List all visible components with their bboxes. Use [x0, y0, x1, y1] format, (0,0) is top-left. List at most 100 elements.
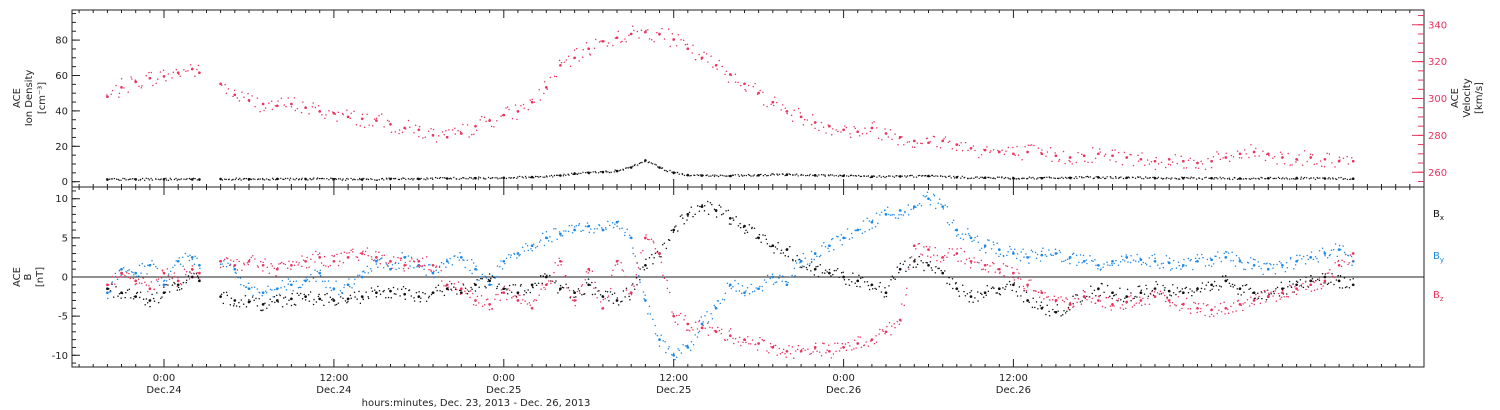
density-sample — [1148, 177, 1150, 179]
density-sample — [426, 177, 428, 179]
bz-sample — [751, 339, 754, 341]
density-sample — [745, 174, 747, 177]
density-sample — [292, 178, 294, 180]
by-sample — [580, 230, 582, 233]
velocity-point — [587, 47, 591, 51]
by-sample — [1171, 267, 1173, 270]
velocity-point — [198, 71, 201, 75]
velocity-point — [290, 102, 293, 106]
bx-sample — [430, 293, 433, 296]
bx-sample — [335, 303, 338, 306]
bz-sample — [1119, 307, 1122, 309]
density-sample — [557, 174, 559, 176]
by-sample — [979, 249, 981, 251]
bx-sample — [413, 297, 415, 299]
bz-sample — [960, 247, 962, 250]
bz-sample — [709, 326, 711, 329]
bz-point — [290, 263, 293, 267]
bz-sample — [957, 260, 959, 263]
bz-sample — [531, 307, 533, 310]
bx-sample — [946, 282, 948, 284]
velocity-sample — [543, 80, 546, 83]
bz-sample — [688, 330, 691, 332]
field-tick-label: 0 — [62, 273, 68, 284]
bz-point — [997, 267, 1001, 271]
by-sample — [449, 257, 451, 260]
bz-sample — [1153, 291, 1156, 293]
by-sample — [984, 251, 987, 254]
density-sample — [1228, 177, 1231, 179]
density-sample — [173, 178, 176, 181]
bx-point — [176, 283, 180, 287]
bx-sample — [1270, 293, 1272, 295]
bx-sample — [701, 204, 703, 206]
bx-sample — [1302, 286, 1305, 289]
density-sample — [1332, 178, 1334, 180]
velocity-sample — [650, 38, 653, 41]
density-sample — [1204, 177, 1206, 179]
bz-sample — [333, 255, 336, 257]
bz-sample — [1099, 300, 1102, 302]
by-sample — [751, 291, 754, 293]
density-sample — [1242, 178, 1245, 180]
density-sample — [553, 174, 556, 177]
bz-sample — [841, 342, 844, 345]
density-sample — [852, 175, 854, 177]
velocity-sample — [1081, 153, 1083, 155]
velocity-sample — [585, 41, 588, 44]
by-sample — [423, 268, 425, 271]
density-sample — [1344, 178, 1346, 180]
by-sample — [1167, 261, 1169, 263]
density-sample — [186, 178, 188, 180]
by-sample — [841, 244, 843, 246]
bx-sample — [1093, 289, 1096, 292]
velocity-sample — [1185, 167, 1188, 169]
bx-sample — [573, 296, 575, 298]
bx-sample — [1323, 282, 1325, 284]
velocity-sample — [858, 134, 861, 137]
by-sample — [1049, 253, 1052, 255]
bx-sample — [703, 210, 706, 212]
velocity-sample — [936, 145, 938, 148]
density-sample — [497, 178, 499, 180]
velocity-sample — [1289, 164, 1291, 166]
bz-sample — [409, 260, 411, 262]
by-sample — [917, 204, 919, 206]
by-sample — [1247, 262, 1250, 264]
bx-sample — [435, 286, 437, 289]
density-tick-label: 0 — [62, 177, 68, 188]
bz-sample — [140, 282, 143, 285]
bz-point — [219, 259, 222, 263]
bz-sample — [769, 342, 772, 345]
velocity-sample — [1121, 163, 1124, 166]
bz-sample — [257, 266, 260, 268]
by-sample — [463, 259, 465, 262]
by-sample — [137, 275, 140, 277]
by-point — [686, 346, 690, 349]
by-sample — [188, 259, 191, 262]
velocity-sample — [1296, 159, 1299, 161]
velocity-sample — [317, 105, 320, 107]
bz-sample — [352, 248, 354, 251]
by-sample — [1122, 259, 1124, 261]
density-sample — [961, 175, 963, 177]
density-sample — [764, 173, 766, 176]
density-sample — [1014, 178, 1016, 180]
bx-sample — [1130, 299, 1132, 302]
bx-sample — [926, 262, 929, 264]
velocity-sample — [424, 136, 427, 138]
bx-sample — [1138, 285, 1141, 287]
by-sample — [1212, 263, 1215, 265]
bz-sample — [173, 272, 176, 274]
bz-sample — [1275, 300, 1278, 302]
bx-sample — [1211, 288, 1213, 290]
density-sample — [1041, 177, 1043, 179]
bz-sample — [340, 252, 342, 254]
by-sample — [1324, 255, 1326, 257]
bx-sample — [1009, 284, 1012, 286]
velocity-sample — [1176, 162, 1179, 165]
by-sample — [1090, 259, 1093, 262]
bx-sample — [1122, 300, 1125, 303]
bz-sample — [198, 278, 201, 281]
bz-sample — [351, 251, 354, 253]
